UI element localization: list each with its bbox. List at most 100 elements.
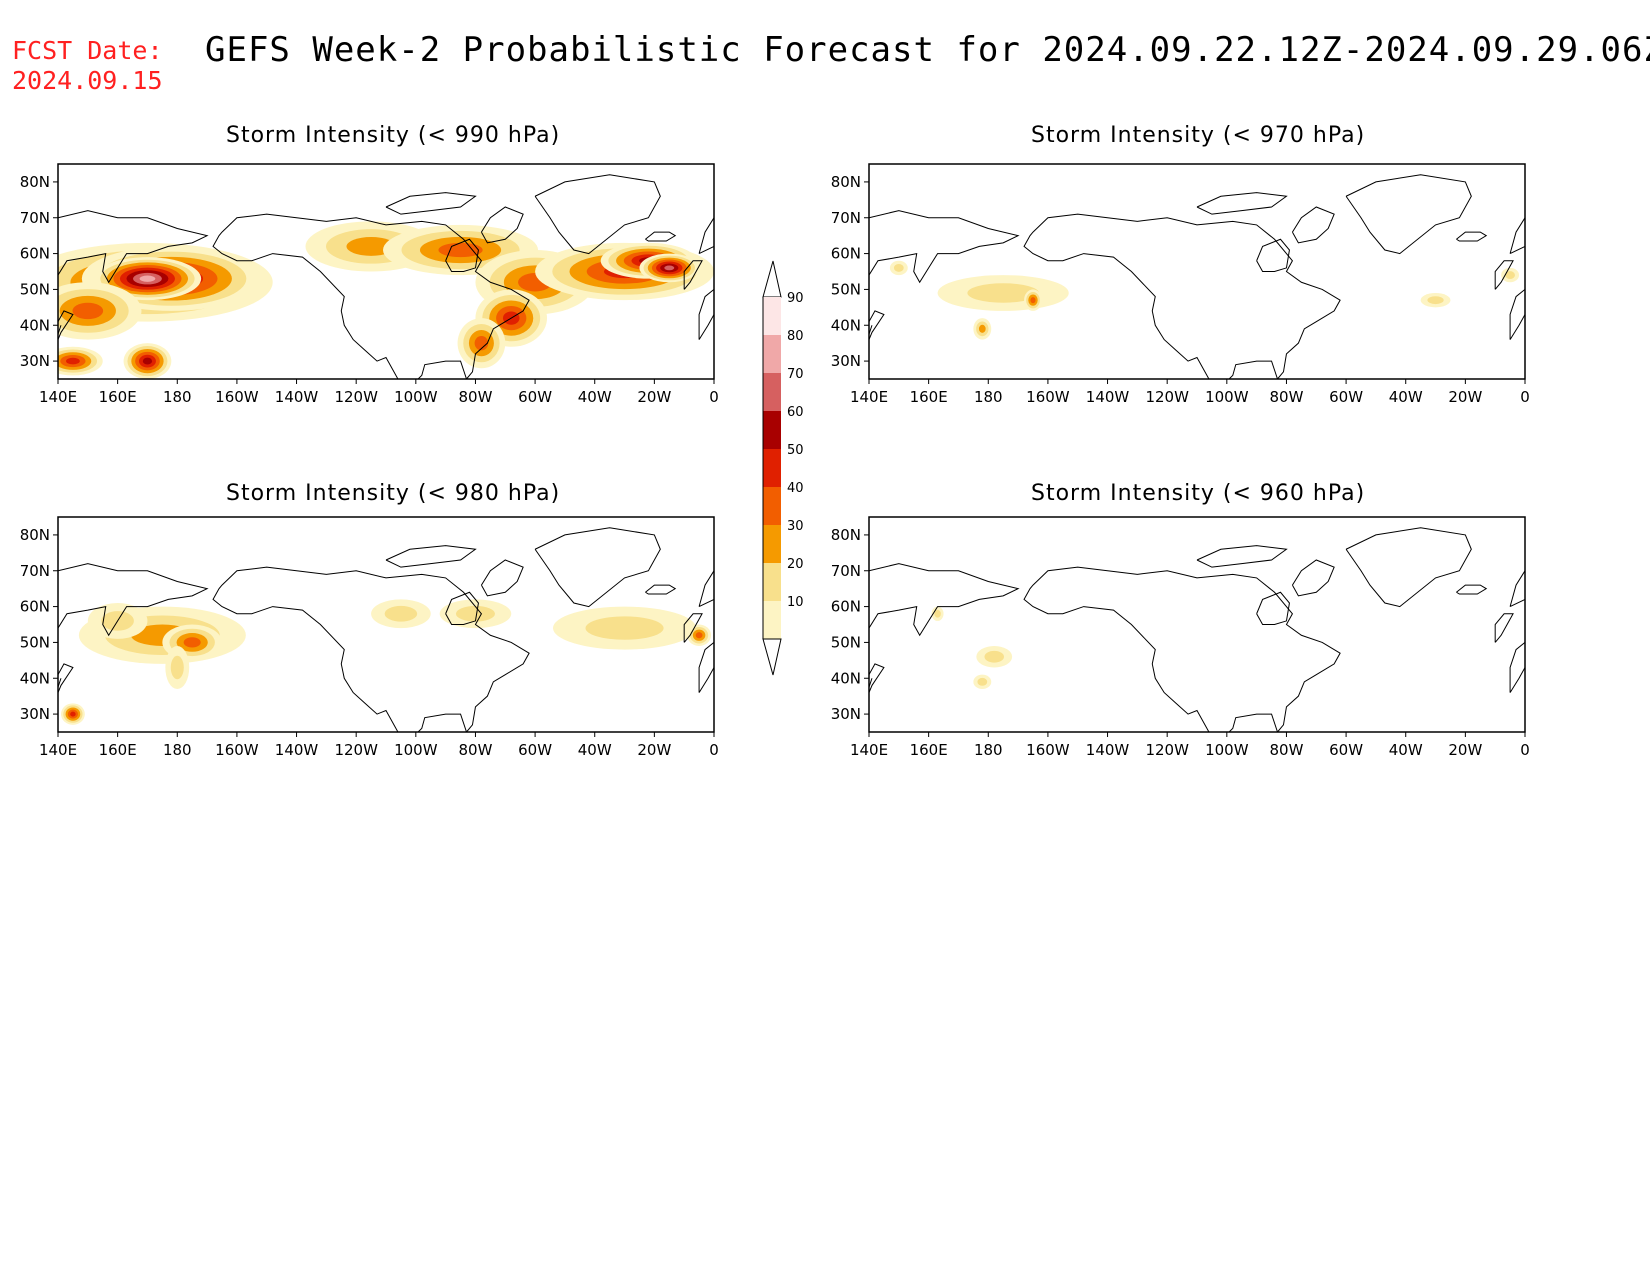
probability-area — [183, 637, 201, 648]
x-tick-label: 60W — [1329, 741, 1363, 759]
x-tick-label: 120W — [1145, 388, 1189, 406]
x-tick-label: 40W — [1389, 741, 1423, 759]
y-tick-label: 50N — [20, 633, 50, 651]
coastline — [1509, 641, 1525, 693]
coastline — [445, 238, 479, 272]
probability-area — [72, 302, 104, 320]
y-tick-label: 30N — [20, 705, 50, 723]
coastline — [58, 310, 74, 341]
map-frame — [57, 163, 715, 380]
probability-area — [984, 650, 1004, 663]
y-tick-label: 40N — [831, 669, 861, 687]
x-tick-label: 100W — [394, 741, 438, 759]
coastline — [1345, 174, 1472, 255]
colorbar-segment — [763, 601, 781, 639]
coastline — [58, 210, 209, 284]
map-content — [869, 527, 1525, 732]
x-tick-label: 0 — [1520, 741, 1530, 759]
colorbar-segment — [763, 297, 781, 335]
coastline — [645, 584, 677, 595]
y-tick-label: 30N — [20, 352, 50, 370]
colorbar: 90 80 70 60 50 40 30 20 10 — [762, 260, 804, 676]
coastline — [385, 545, 477, 568]
y-tick-label: 70N — [831, 562, 861, 580]
x-tick-label: 160E — [910, 741, 948, 759]
colorbar-segment — [763, 487, 781, 525]
x-tick-label: 80W — [458, 388, 492, 406]
y-tick-label: 50N — [831, 280, 861, 298]
x-tick-label: 40W — [1389, 388, 1423, 406]
map-frame — [868, 163, 1526, 380]
coastline — [869, 563, 1020, 637]
colorbar-segment — [763, 563, 781, 601]
map-content — [58, 527, 714, 732]
probability-area — [170, 655, 184, 680]
colorbar-label: 80 — [787, 329, 804, 344]
x-tick-label: 180 — [163, 741, 192, 759]
y-tick-label: 80N — [20, 526, 50, 544]
x-tick-label: 140E — [850, 388, 888, 406]
forecast-date-caption: FCST Date: — [12, 36, 163, 65]
probability-area — [977, 677, 988, 686]
x-tick-label: 80W — [1269, 388, 1303, 406]
y-tick-label: 80N — [831, 173, 861, 191]
coastline — [1456, 231, 1488, 242]
coastline — [1509, 569, 1525, 608]
panel-title-970: Storm Intensity (< 970 hPa) — [1031, 123, 1366, 148]
probability-area — [978, 324, 986, 333]
coastline — [1494, 260, 1514, 290]
y-tick-label: 30N — [831, 705, 861, 723]
x-tick-label: 120W — [1145, 741, 1189, 759]
x-tick-label: 180 — [974, 388, 1003, 406]
coastline — [58, 663, 74, 694]
x-tick-label: 180 — [163, 388, 192, 406]
x-tick-label: 100W — [1205, 741, 1249, 759]
y-tick-label: 60N — [831, 245, 861, 263]
y-tick-label: 50N — [20, 280, 50, 298]
colorbar-label: 20 — [787, 557, 804, 572]
x-tick-label: 140W — [1086, 388, 1130, 406]
x-tick-label: 160W — [215, 388, 259, 406]
probability-area — [1505, 271, 1515, 279]
map-frame — [868, 516, 1526, 733]
coastline — [445, 591, 479, 625]
y-tick-label: 60N — [831, 598, 861, 616]
probability-area — [893, 264, 904, 272]
coastline — [212, 213, 530, 379]
x-tick-label: 0 — [709, 388, 719, 406]
map-content — [869, 174, 1525, 379]
x-tick-label: 20W — [637, 388, 671, 406]
coastline — [1291, 206, 1335, 244]
panel-title-990: Storm Intensity (< 990 hPa) — [226, 123, 561, 148]
probability-area — [934, 609, 941, 618]
coastline — [1256, 238, 1290, 272]
probability-area — [438, 242, 483, 258]
x-tick-label: 40W — [578, 388, 612, 406]
y-tick-label: 70N — [831, 209, 861, 227]
y-tick-label: 40N — [831, 316, 861, 334]
probability-area — [455, 605, 495, 622]
y-tick-label: 50N — [831, 633, 861, 651]
x-tick-label: 140E — [39, 741, 77, 759]
colorbar-segment — [763, 411, 781, 449]
coastline — [385, 192, 477, 215]
colorbar-label: 40 — [787, 481, 804, 496]
probability-area — [585, 616, 664, 640]
coastline — [212, 566, 530, 732]
colorbar-label: 10 — [787, 595, 804, 610]
coastline — [1291, 559, 1335, 597]
colorbar-segment — [763, 525, 781, 563]
colorbar-label: 90 — [787, 291, 804, 306]
y-tick-label: 60N — [20, 245, 50, 263]
coastline — [698, 641, 714, 693]
forecast-date-label: FCST Date: 2024.09.15 — [12, 36, 163, 96]
map-panel-p970: 140E 160E 180 160W 140W 120W 100W 80W 60W 40W 20W 0… — [831, 163, 1530, 406]
coastline — [534, 174, 661, 255]
colorbar-label: 60 — [787, 405, 804, 420]
x-tick-label: 0 — [1520, 388, 1530, 406]
y-tick-label: 60N — [20, 598, 50, 616]
colorbar-label: 30 — [787, 519, 804, 534]
coastline — [1023, 213, 1341, 379]
coastline — [869, 310, 885, 341]
x-tick-label: 140E — [850, 741, 888, 759]
